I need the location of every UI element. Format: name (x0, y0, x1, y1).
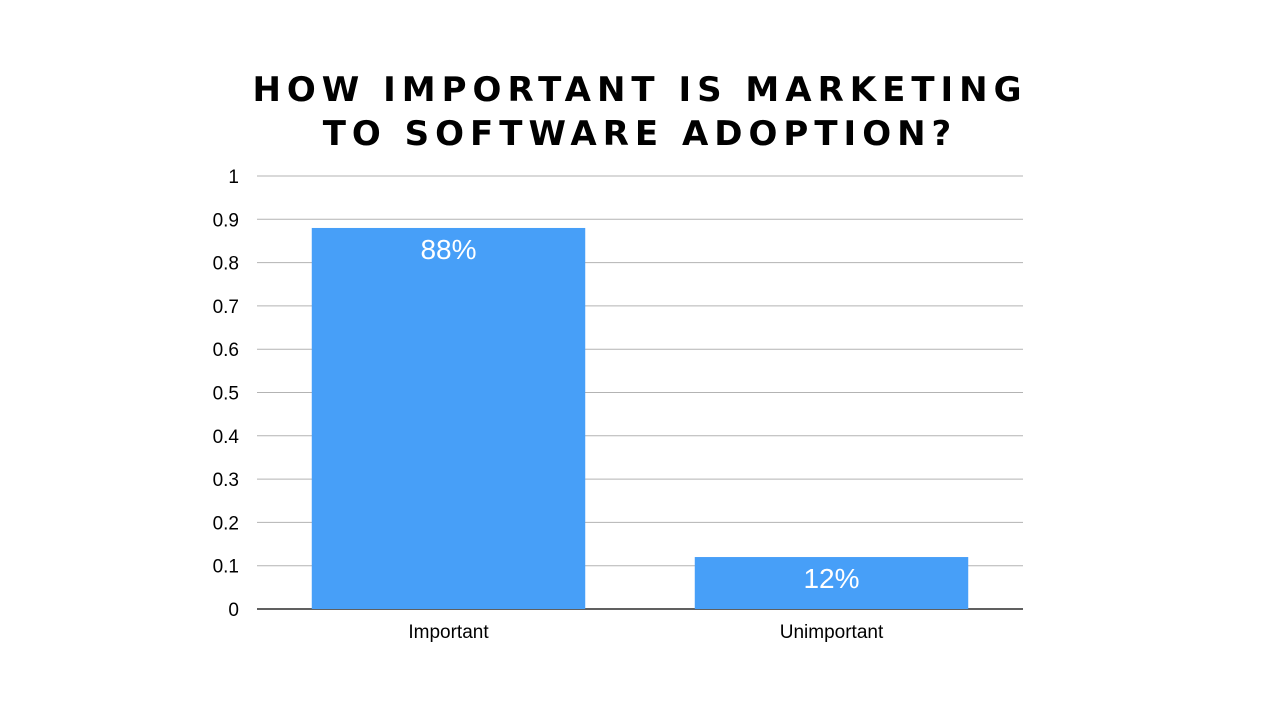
y-tick-label: 0.2 (213, 513, 239, 534)
y-tick-label: 0.7 (213, 297, 239, 318)
y-tick-label: 0 (228, 600, 239, 621)
data-label: 88% (420, 234, 476, 265)
chart-title-line-2: TO SOFTWARE ADOPTION? (322, 114, 958, 154)
y-tick-label: 0.1 (213, 557, 239, 578)
y-tick-label: 1 (228, 167, 239, 188)
y-tick-label: 0.8 (213, 254, 239, 275)
chart-title-line-1: HOW IMPORTANT IS MARKETING (252, 70, 1028, 110)
y-tick-label: 0.3 (213, 470, 239, 491)
y-tick-label: 0.9 (213, 210, 239, 231)
x-category-label: Important (408, 622, 489, 643)
chart-title: HOW IMPORTANT IS MARKETING TO SOFTWARE A… (0, 68, 1280, 156)
x-category-label: Unimportant (780, 622, 884, 643)
y-tick-label: 0.5 (213, 384, 239, 405)
bar (311, 227, 586, 609)
y-tick-label: 0.6 (213, 340, 239, 361)
y-tick-label: 0.4 (213, 427, 240, 448)
bar (694, 557, 969, 609)
data-label: 12% (803, 563, 859, 594)
